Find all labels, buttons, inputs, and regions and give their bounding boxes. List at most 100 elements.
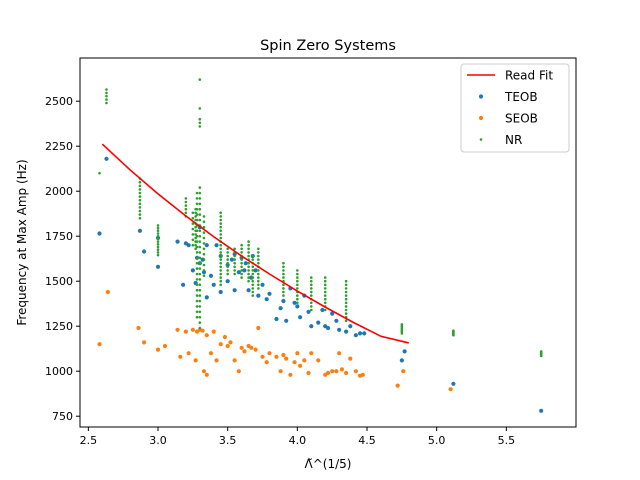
y-tick-label: 1500 [45,275,73,288]
teob-point [104,156,109,161]
teob-point [267,291,272,296]
seob-point [353,369,358,374]
nr-point [198,117,202,121]
nr-point [198,191,202,195]
nr-point [198,326,202,330]
legend-label: TEOB [504,90,538,104]
teob-point [325,325,331,331]
teob-point [295,304,300,309]
nr-point [400,328,404,332]
seob-point [239,345,244,350]
nr-point [195,251,199,254]
nr-point [233,269,236,272]
nr-point [323,290,327,294]
nr-point [198,261,202,265]
nr-point [282,272,285,276]
nr-point [195,315,199,319]
nr-point [191,216,195,220]
nr-point [296,283,299,287]
nr-point [251,272,255,276]
plot-content [97,78,544,413]
y-tick-label: 2250 [45,140,73,153]
nr-point [156,224,160,227]
nr-point [191,211,195,215]
teob-point [242,268,247,273]
seob-point [253,347,258,352]
y-axis: 750 1000 1250 1500 1750 2000 2250 2500 [45,95,80,423]
nr-point [202,252,206,256]
teob-point [175,239,180,244]
x-tick-label: 3.5 [219,434,237,447]
nr-point [323,294,327,297]
teob-point [246,288,251,293]
nr-point [195,229,199,233]
seob-point [401,369,406,374]
seob-point [214,358,219,363]
nr-point [257,283,260,287]
nr-point [233,254,236,258]
seob-point [256,325,261,331]
teob-point [399,358,404,363]
teob-point [218,289,223,295]
teob-point [204,243,209,248]
seob-point [306,370,311,376]
nr-point [257,272,260,276]
seob-point [162,343,168,349]
x-tick-label: 4.0 [289,434,307,447]
nr-point [226,265,229,269]
teob-point [292,300,297,305]
seob-point [97,342,102,347]
seob-point [267,351,272,356]
nr-point [233,265,236,269]
nr-point [226,272,229,276]
seob-point [218,342,223,347]
legend-items: Read Fit TEOB SEOB NR [467,69,553,147]
teob-point [232,288,237,293]
nr-point [344,308,348,312]
nr-point [138,191,142,195]
nr-point [233,247,236,251]
nr-point [202,215,206,218]
teob-point [214,243,219,248]
nr-point [156,245,160,249]
nr-point [195,256,199,260]
nr-point [247,247,250,251]
nr-point [257,279,260,283]
nr-point [240,251,243,254]
seob-point [208,351,214,356]
nr-point [226,258,229,261]
nr-point [240,272,243,276]
nr-point [309,308,313,312]
nr-point [195,310,199,314]
x-tick-label: 2.5 [80,434,98,447]
nr-point [198,218,202,222]
nr-point [156,240,160,243]
nr-point [251,279,255,283]
nr-point [195,245,199,249]
nr-point [195,207,199,211]
nr-point [202,247,206,251]
seob-point [183,329,188,334]
nr-point [138,213,142,216]
nr-point [202,263,206,267]
nr-point [156,253,160,257]
nr-point [156,234,160,238]
nr-point [198,278,202,281]
nr-point [184,204,188,207]
nr-point [219,247,223,251]
nr-point [240,269,243,272]
y-tick-label: 1000 [45,365,73,378]
seob-point [281,352,286,358]
teob-point [353,333,358,338]
nr-point [219,218,223,222]
nr-point [251,287,255,290]
seob-point [136,325,141,331]
seob-point [105,289,110,295]
nr-point [282,290,285,294]
nr-point [251,254,255,258]
legend-swatch-marker [479,138,483,141]
nr-point [233,258,236,261]
nr-point [344,287,348,290]
nr-point [226,254,229,258]
y-tick-label: 2500 [45,95,73,108]
